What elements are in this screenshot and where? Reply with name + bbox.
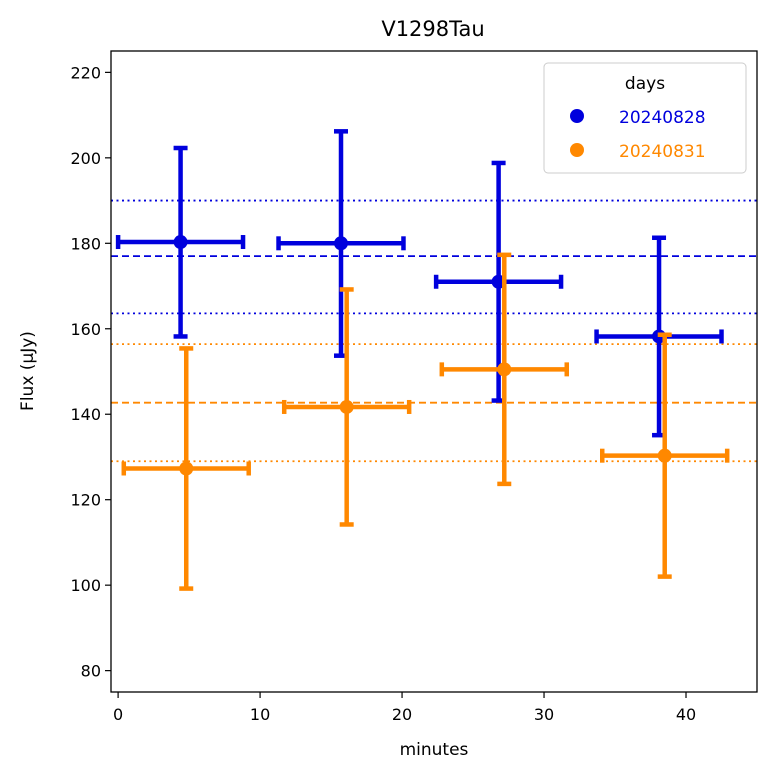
x-tick-label-40: 40 (676, 705, 696, 724)
x-tick-label-20: 20 (392, 705, 412, 724)
marker (334, 236, 349, 251)
data-point-20240831-2 (281, 287, 412, 527)
marker (497, 362, 512, 377)
legend-marker-20240831 (570, 143, 584, 157)
plot-frame (110, 50, 758, 693)
data-point-20240828-1 (115, 145, 246, 339)
y-tick-label-120: 120 (70, 491, 101, 510)
legend-label-20240828: 20240828 (619, 108, 706, 128)
legend: days 20240828 20240831 (543, 62, 747, 174)
y-axis-label: Flux (μJy) (18, 331, 38, 411)
marker (657, 448, 672, 463)
data-point-20240831-4 (599, 332, 730, 579)
x-tick-label-30: 30 (534, 705, 554, 724)
marker (179, 461, 194, 476)
marker (173, 235, 188, 250)
y-tick-label-220: 220 (70, 63, 101, 82)
x-tick-label-10: 10 (250, 705, 270, 724)
x-axis-label: minutes (400, 740, 469, 760)
y-tick-label-100: 100 (70, 576, 101, 595)
legend-box (543, 62, 747, 174)
data-point-20240828-3 (433, 160, 564, 403)
legend-label-20240831: 20240831 (619, 142, 706, 162)
y-tick-label-140: 140 (70, 405, 101, 424)
data-point-20240828-2 (276, 129, 406, 358)
marker (339, 399, 354, 414)
y-tick-label-180: 180 (70, 234, 101, 253)
y-tick-label-160: 160 (70, 320, 101, 339)
legend-title: days (625, 74, 665, 94)
y-tick-label-200: 200 (70, 149, 101, 168)
chart-title: V1298Tau (381, 17, 484, 41)
data-point-20240831-1 (121, 346, 251, 591)
legend-marker-20240828 (570, 109, 584, 123)
data-point-20240831-3 (439, 252, 569, 487)
x-tick-label-0: 0 (113, 705, 123, 724)
y-tick-label-80: 80 (81, 662, 101, 681)
